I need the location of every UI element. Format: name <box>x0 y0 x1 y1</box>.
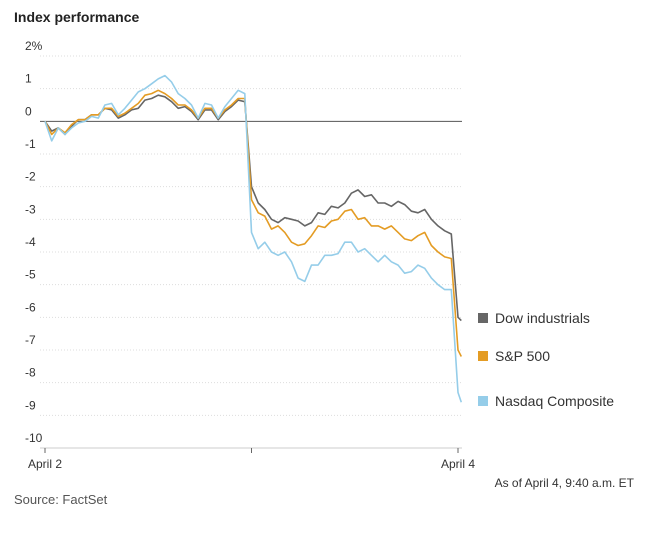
y-tick-label: 1 <box>25 72 32 86</box>
y-tick-label: -4 <box>25 235 36 249</box>
legend-label: Nasdaq Composite <box>495 393 614 409</box>
source: Source: FactSet <box>14 492 108 507</box>
y-tick-label: -8 <box>25 366 36 380</box>
legend-swatch <box>478 396 488 406</box>
line-series <box>44 74 463 403</box>
chart-title: Index performance <box>14 9 139 25</box>
y-tick-label: -3 <box>25 202 36 216</box>
legend-label: Dow industrials <box>495 310 590 326</box>
line-series <box>44 94 462 322</box>
y-tick-label: 2% <box>25 39 43 53</box>
y-tick-label: -1 <box>25 137 36 151</box>
y-tick-label: -2 <box>25 170 36 184</box>
y-tick-label: -10 <box>25 431 43 445</box>
y-tick-label: -6 <box>25 300 36 314</box>
legend-label: S&P 500 <box>495 348 550 364</box>
x-tick-label: April 2 <box>28 457 62 471</box>
line-series <box>44 89 463 357</box>
legend-swatch <box>478 351 488 361</box>
y-tick-label: 0 <box>25 104 32 118</box>
y-tick-label: -5 <box>25 268 36 282</box>
annotation: As of April 4, 9:40 a.m. ET <box>495 476 635 490</box>
x-tick-label: April 4 <box>441 457 475 471</box>
legend-swatch <box>478 313 488 323</box>
y-tick-label: -9 <box>25 398 36 412</box>
y-tick-label: -7 <box>25 333 36 347</box>
